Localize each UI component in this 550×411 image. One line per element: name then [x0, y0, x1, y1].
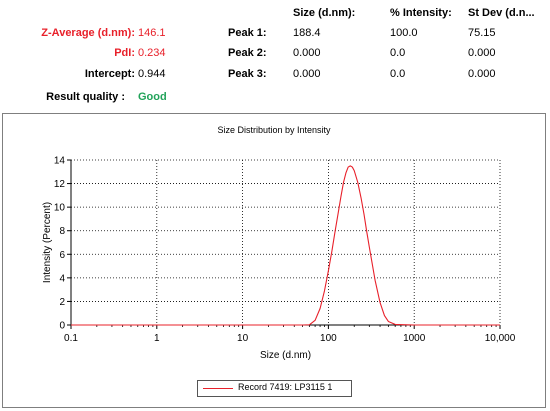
z-average-value: 146.1	[138, 27, 166, 39]
result-quality-label: Result quality :	[46, 91, 125, 103]
peak-3-stdev: 0.000	[468, 68, 496, 80]
x-tick-label-4: 1000	[403, 333, 426, 344]
series-line-0	[71, 165, 500, 326]
peak-3-label: Peak 3:	[228, 68, 267, 80]
legend-line-swatch	[203, 388, 233, 389]
peaks-header-stdev: St Dev (d.n...	[468, 7, 535, 19]
peak-2-intensity: 0.0	[390, 47, 406, 59]
peak-1-label: Peak 1:	[228, 27, 267, 39]
x-tick-label-1: 1	[154, 333, 160, 344]
chart-panel	[2, 113, 546, 408]
peaks-header-intensity: % Intensity:	[390, 7, 452, 19]
y-tick-label-4: 8	[59, 226, 65, 237]
y-tick-label-3: 6	[59, 250, 65, 261]
y-axis-label: Intensity (Percent)	[42, 202, 53, 283]
y-tick-label-5: 10	[54, 203, 66, 214]
pdi-value: 0.234	[138, 47, 166, 59]
chart-title: Size Distribution by Intensity	[217, 125, 331, 135]
peak-1-intensity: 100.0	[390, 27, 418, 39]
y-tick-label-0: 0	[59, 321, 65, 332]
x-tick-label-0: 0.1	[64, 333, 78, 344]
peaks-header-size: Size (d.nm):	[293, 7, 356, 19]
z-average-label: Z-Average (d.nm):	[41, 27, 135, 39]
x-tick-label-2: 10	[237, 333, 249, 344]
peak-1-size: 188.4	[293, 27, 321, 39]
peak-3-intensity: 0.0	[390, 68, 406, 80]
pdi-label: PdI:	[114, 47, 135, 59]
intercept-value: 0.944	[138, 68, 166, 80]
x-tick-label-5: 10,000	[485, 333, 516, 344]
y-tick-label-7: 14	[54, 156, 66, 167]
y-tick-label-6: 12	[54, 179, 66, 190]
peak-2-stdev: 0.000	[468, 47, 496, 59]
peak-1-stdev: 75.15	[468, 27, 496, 39]
intercept-label: Intercept:	[84, 68, 135, 80]
result-quality-value: Good	[138, 91, 167, 103]
peak-3-size: 0.000	[293, 68, 321, 80]
y-tick-label-1: 2	[59, 297, 65, 308]
x-axis-label: Size (d.nm)	[260, 350, 311, 361]
legend-label: Record 7419: LP3115 1	[238, 382, 333, 392]
x-tick-label-3: 100	[320, 333, 337, 344]
y-tick-label-2: 4	[59, 273, 65, 284]
peak-2-label: Peak 2:	[228, 47, 267, 59]
peak-2-size: 0.000	[293, 47, 321, 59]
chart-legend: Record 7419: LP3115 1	[197, 380, 352, 397]
